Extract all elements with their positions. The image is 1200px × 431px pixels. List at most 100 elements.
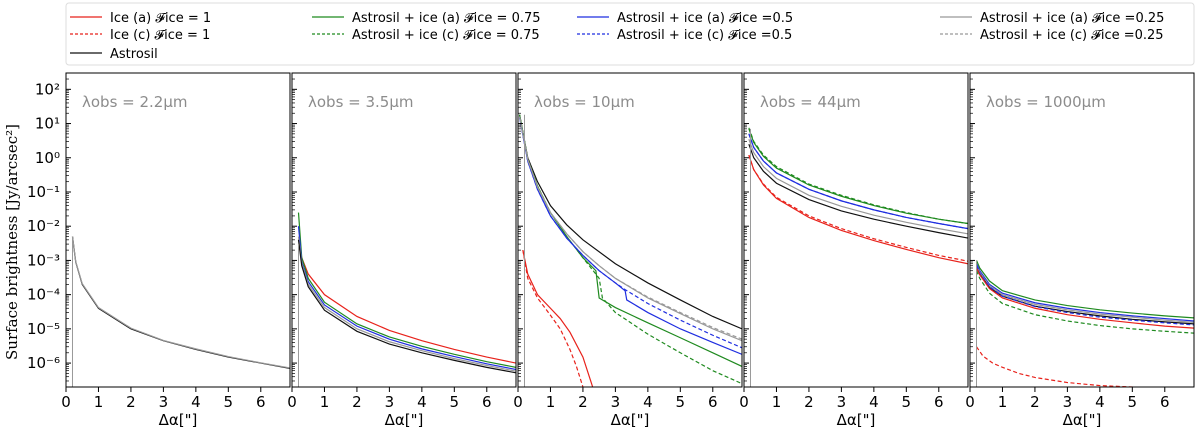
x-tick-label: 0 bbox=[965, 393, 975, 411]
legend-label: Astrosil + ice (a) 𝓕ice =0.25 bbox=[980, 11, 1164, 26]
panel-frame bbox=[969, 72, 1195, 388]
series-astrosil-ice-c-ice-0-5 bbox=[748, 133, 968, 230]
panel-annotation: λobs = 10μm bbox=[534, 93, 635, 111]
series-astrosil-ice-c-ice-0-75 bbox=[748, 127, 968, 225]
legend-item-astrosil-ice-a-ice-0-25: Astrosil + ice (a) 𝓕ice =0.25 bbox=[940, 11, 1164, 26]
series-astrosil-ice-c-ice-0-75 bbox=[975, 270, 1194, 334]
series-astrosil-ice-c-ice-0-25 bbox=[519, 116, 742, 340]
legend-frame bbox=[65, 2, 1195, 66]
legend-item-astrosil-ice-a-ice-0-75: Astrosil + ice (a) 𝓕ice = 0.75 bbox=[312, 11, 541, 26]
x-tick-label: 6 bbox=[708, 393, 718, 411]
y-tick-label: 10⁻¹ bbox=[27, 183, 60, 201]
x-tick-label: 1 bbox=[546, 393, 556, 411]
x-tick-label: 0 bbox=[739, 393, 749, 411]
x-axis-label: Δα["] bbox=[1063, 411, 1102, 429]
series-astrosil bbox=[71, 236, 290, 369]
x-tick-label: 1 bbox=[772, 393, 782, 411]
legend-item-ice-a-ice-1: Ice (a) 𝓕ice = 1 bbox=[70, 11, 211, 26]
legend-label: Ice (c) 𝓕ice = 1 bbox=[110, 28, 210, 43]
legend-item-astrosil-ice-c-ice-0-25: Astrosil + ice (c) 𝓕ice =0.25 bbox=[940, 28, 1164, 43]
x-tick-label: 0 bbox=[287, 393, 297, 411]
series-ice-a-ice-1 bbox=[522, 250, 594, 387]
x-tick-label: 0 bbox=[61, 393, 71, 411]
series-ice-a-ice-1 bbox=[975, 267, 1194, 329]
series-astrosil-ice-a-ice-0-25 bbox=[748, 138, 968, 235]
y-tick-label: 10² bbox=[35, 80, 60, 98]
legend-label: Astrosil + ice (c) 𝓕ice =0.5 bbox=[617, 28, 792, 43]
x-axis-label: Δα["] bbox=[837, 411, 876, 429]
x-tick-label: 6 bbox=[1160, 393, 1170, 411]
panel-1-series bbox=[71, 236, 290, 387]
series-astrosil-ice-a-ice-0-5 bbox=[975, 263, 1194, 322]
x-tick-label: 2 bbox=[352, 393, 362, 411]
y-tick-label: 10⁻⁴ bbox=[27, 286, 60, 304]
series-astrosil-ice-c-ice-0-5 bbox=[975, 265, 1194, 326]
x-axis-label: Δα["] bbox=[159, 411, 198, 429]
legend-item-astrosil-ice-c-ice-0-5: Astrosil + ice (c) 𝓕ice =0.5 bbox=[577, 28, 792, 43]
x-tick-label: 0 bbox=[513, 393, 523, 411]
legend-label: Astrosil + ice (c) 𝓕ice =0.25 bbox=[980, 28, 1164, 43]
x-tick-label: 3 bbox=[837, 393, 847, 411]
x-tick-label: 2 bbox=[1030, 393, 1040, 411]
panel-annotation: λobs = 2.2μm bbox=[82, 93, 188, 111]
series-ice-c-ice-1 bbox=[748, 154, 968, 262]
x-tick-label: 4 bbox=[417, 393, 427, 411]
series-astrosil bbox=[297, 239, 516, 374]
panel-frame bbox=[65, 72, 291, 388]
x-tick-label: 4 bbox=[643, 393, 653, 411]
legend-item-ice-c-ice-1: Ice (c) 𝓕ice = 1 bbox=[70, 28, 210, 43]
x-tick-label: 5 bbox=[1128, 393, 1138, 411]
y-tick-label: 10⁻⁶ bbox=[27, 354, 60, 372]
panel-4-series bbox=[748, 127, 968, 387]
y-tick-label: 10⁻³ bbox=[27, 251, 60, 269]
series-astrosil-ice-a-ice-0-75 bbox=[975, 260, 1194, 319]
series-astrosil-ice-a-ice-0-25 bbox=[519, 116, 742, 342]
series-ice-c-ice-1 bbox=[522, 250, 584, 387]
series-astrosil-ice-a-ice-0-25 bbox=[297, 236, 516, 372]
x-tick-label: 6 bbox=[482, 393, 492, 411]
x-tick-label: 5 bbox=[902, 393, 912, 411]
panel-5-series bbox=[975, 260, 1194, 387]
y-tick-label: 10⁻² bbox=[27, 217, 60, 235]
panel-annotation: λobs = 3.5μm bbox=[308, 93, 414, 111]
x-tick-label: 1 bbox=[320, 393, 330, 411]
x-tick-label: 3 bbox=[159, 393, 169, 411]
x-axis-label: Δα["] bbox=[611, 411, 650, 429]
x-tick-label: 3 bbox=[1063, 393, 1073, 411]
x-axis-label: Δα["] bbox=[385, 411, 424, 429]
series-astrosil-ice-a-ice-0-75 bbox=[519, 114, 742, 367]
y-tick-label: 10⁻⁵ bbox=[27, 320, 60, 338]
x-tick-label: 4 bbox=[1095, 393, 1105, 411]
panel-3-series bbox=[519, 114, 742, 387]
panel-frame bbox=[517, 72, 743, 388]
legend-label: Astrosil + ice (a) 𝓕ice =0.5 bbox=[617, 11, 793, 26]
x-tick-label: 2 bbox=[578, 393, 588, 411]
panel-frame bbox=[291, 72, 517, 388]
series-astrosil bbox=[748, 143, 968, 239]
x-tick-label: 5 bbox=[224, 393, 234, 411]
legend-label: Astrosil + ice (a) 𝓕ice = 0.75 bbox=[352, 11, 541, 26]
panel-annotation: λobs = 1000μm bbox=[986, 93, 1106, 111]
legend-item-astrosil-ice-c-ice-0-75: Astrosil + ice (c) 𝓕ice = 0.75 bbox=[312, 28, 540, 43]
legend-label: Astrosil bbox=[110, 47, 158, 62]
legend: Ice (a) 𝓕ice = 1 Ice (c) 𝓕ice = 1 Astrosil… bbox=[65, 2, 1195, 66]
legend-label: Ice (a) 𝓕ice = 1 bbox=[110, 11, 211, 26]
x-tick-label: 2 bbox=[126, 393, 136, 411]
series-astrosil-ice-a-ice-0-5 bbox=[297, 226, 516, 371]
series-astrosil-ice-a-ice-0-5 bbox=[519, 117, 742, 355]
x-tick-label: 3 bbox=[611, 393, 621, 411]
x-tick-label: 6 bbox=[256, 393, 266, 411]
panel-4: λobs = 44μm 0 1 2 3 4 5 6 Δα["] bbox=[739, 72, 969, 429]
panels: λobs = 2.2μm 0 1 2 3 4 5 6 Δα["] 10⁻⁶ 10⁻⁵ 10⁻⁴ 10⁻³… bbox=[27, 72, 1195, 429]
series-astrosil-ice-c-ice-0-5 bbox=[519, 117, 742, 349]
series-astrosil-ice-a-ice-0-75 bbox=[297, 212, 516, 368]
panel-frame bbox=[743, 72, 969, 388]
panel-3: λobs = 10μm 0 1 2 3 4 5 6 Δα["] bbox=[513, 72, 743, 429]
series-ice-a-ice-1 bbox=[748, 154, 968, 265]
panel-2-series bbox=[297, 212, 516, 387]
y-axis-label: Surface brightness [Jy/arcsec²] bbox=[3, 124, 21, 360]
y-tick-label: 10¹ bbox=[35, 115, 60, 133]
series-ice-a-ice-1 bbox=[297, 243, 516, 364]
legend-label: Astrosil + ice (c) 𝓕ice = 0.75 bbox=[352, 28, 540, 43]
